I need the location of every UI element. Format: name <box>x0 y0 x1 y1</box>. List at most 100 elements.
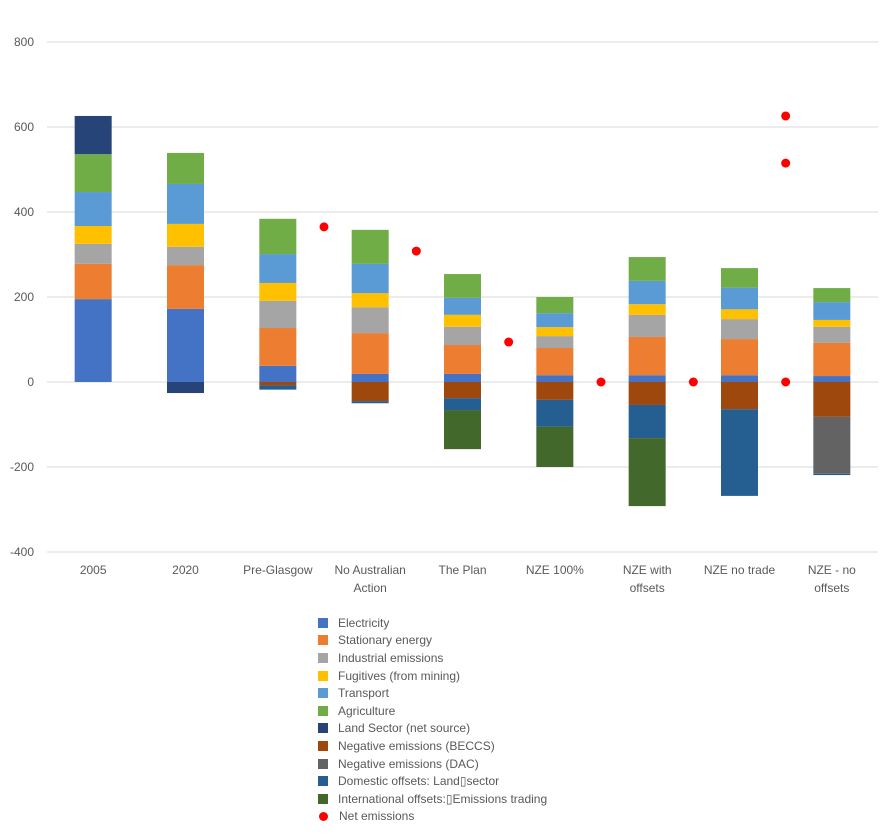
bar-segment <box>74 243 112 264</box>
y-tick-label: 600 <box>14 120 34 134</box>
bar-segment <box>444 314 481 327</box>
bar-segment <box>351 229 389 264</box>
bar-segment <box>351 401 389 404</box>
bar-segment <box>628 336 666 376</box>
bar-segment <box>628 314 666 337</box>
bar-segment <box>536 336 574 348</box>
bar-segment <box>74 226 112 244</box>
legend-item: Fugitives (from mining) <box>318 667 547 685</box>
y-tick-label: 400 <box>14 205 34 219</box>
bar-segment <box>444 345 481 374</box>
y-tick-label: 800 <box>14 35 34 49</box>
bar-segment <box>167 382 204 394</box>
legend-swatch <box>319 811 328 821</box>
legend-swatch <box>318 705 328 716</box>
legend-item: International offsets:▯Emissions trading <box>318 790 547 808</box>
bar-segment <box>628 257 666 281</box>
bar-segment <box>536 375 574 382</box>
bar-segment <box>813 416 851 474</box>
bar-segment <box>628 304 666 315</box>
bar-segment <box>536 327 574 337</box>
bar-segment <box>721 382 758 410</box>
bar-segment <box>536 313 574 328</box>
x-tick-label: NZE with <box>623 563 672 577</box>
bar-segment <box>721 268 758 288</box>
bar-segment <box>351 263 389 294</box>
net-emissions-point <box>781 158 791 168</box>
bar-segment <box>536 399 574 427</box>
bar-segment <box>813 342 851 377</box>
x-tick-label: The Plan <box>438 563 486 577</box>
net-emissions-point <box>319 222 329 232</box>
bar-segment <box>74 263 112 300</box>
x-tick-label: NZE - no <box>808 563 856 577</box>
bar-segment <box>444 326 481 346</box>
bar-segment <box>536 382 574 400</box>
legend-item: Agriculture <box>318 702 547 720</box>
bar-segment <box>259 365 297 382</box>
legend-item: Net emissions <box>318 808 547 826</box>
bar-segment <box>259 218 297 255</box>
legend-item: Industrial emissions <box>318 649 547 667</box>
net-emissions-point <box>781 377 791 387</box>
y-tick-label: -200 <box>10 460 34 474</box>
x-tick-label: offsets <box>630 581 665 595</box>
legend-swatch <box>318 776 328 787</box>
x-tick-label: 2020 <box>172 563 199 577</box>
net-emissions-point <box>781 111 791 121</box>
bar-segment <box>167 223 204 247</box>
chart-plot: 800 600 400 200 0 -200 -400 2005 2020 Pre-Glasgow… <box>10 35 878 595</box>
legend-swatch <box>318 670 328 681</box>
net-emissions-point <box>596 377 606 387</box>
bar-segment <box>721 339 758 376</box>
legend-label: Negative emissions (BECCS) <box>338 738 495 753</box>
bar-segment <box>167 308 204 382</box>
bar-segment <box>536 297 574 314</box>
legend-label: Agriculture <box>338 703 396 718</box>
bar-segment <box>167 183 204 224</box>
legend-swatch <box>318 635 328 646</box>
legend-swatch <box>318 740 328 751</box>
bar-segment <box>813 473 851 476</box>
legend-item: Stationary energy <box>318 632 547 650</box>
bar-segment <box>721 375 758 382</box>
net-emissions-point <box>688 377 698 387</box>
bar-segment <box>259 328 297 366</box>
legend-swatch <box>318 652 328 663</box>
bar-segment <box>74 299 112 382</box>
legend-swatch <box>318 617 328 628</box>
bar-segment <box>813 376 851 382</box>
bar-segment <box>444 274 481 298</box>
bar-segment <box>444 410 481 450</box>
bar-segment <box>74 192 112 227</box>
bar-segment <box>628 438 666 507</box>
legend-label: Stationary energy <box>338 633 433 648</box>
bar-segment <box>721 319 758 340</box>
bar-segment <box>628 375 666 382</box>
bar-segment <box>351 382 389 402</box>
bar-segment <box>813 319 851 327</box>
bar-segment <box>74 154 112 193</box>
legend-item: Domestic offsets: Land▯sector <box>318 772 547 790</box>
x-tick-label: NZE no trade <box>704 563 776 577</box>
legend-swatch <box>318 793 328 804</box>
bar-segment <box>259 254 297 283</box>
legend-item: Land Sector (net source) <box>318 720 547 738</box>
legend-label: Fugitives (from mining) <box>338 668 461 683</box>
legend-label: Net emissions <box>339 809 415 824</box>
legend-item: Electricity <box>318 614 547 632</box>
bar-segment <box>721 287 758 310</box>
legend-swatch <box>318 688 328 699</box>
legend-item: Transport <box>318 684 547 702</box>
legend-label: Electricity <box>338 615 390 630</box>
bar-segment <box>721 409 758 496</box>
bar-segment <box>444 297 481 315</box>
net-emissions-point <box>411 246 421 256</box>
x-tick-label: Action <box>353 581 386 595</box>
x-tick-label: offsets <box>814 581 849 595</box>
bar-segment <box>74 115 112 155</box>
x-tick-label: 2005 <box>80 563 107 577</box>
bar-segment <box>351 333 389 374</box>
bar-segment <box>628 404 666 439</box>
